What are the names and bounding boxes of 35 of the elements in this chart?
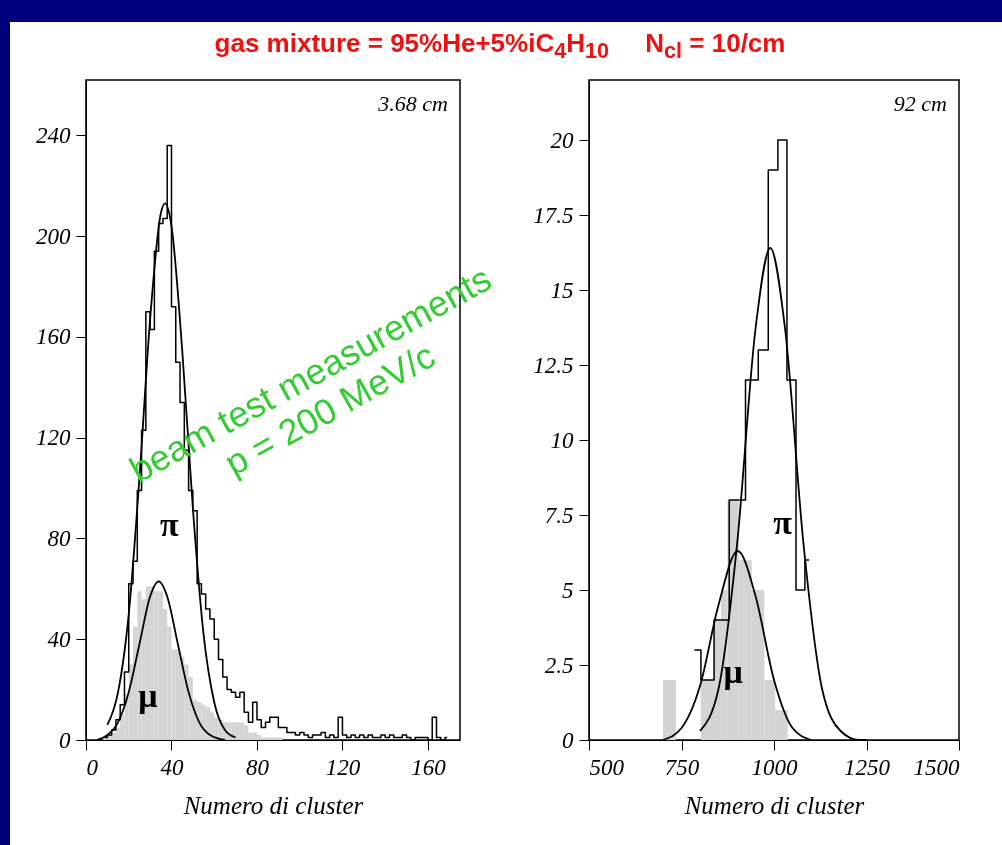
x-tick-label: 1500 <box>913 754 960 780</box>
text: 3.68 cm <box>377 91 448 116</box>
chart-title: gas mixture = 95%He+5%iC$_{4}$H$_{10}$ N$_{cl}$ = 10/cm <box>214 28 786 64</box>
y-tick-label: 0 <box>562 727 574 753</box>
x-tick-label: 750 <box>664 754 700 780</box>
y-tick-label: 40 <box>47 626 71 652</box>
x-tick-label: 80 <box>245 754 270 780</box>
series-label: μ <box>723 652 743 690</box>
y-tick-label: 15 <box>550 277 574 303</box>
y-tick-label: 0 <box>59 727 71 753</box>
x-tick-label: 0 <box>86 754 99 780</box>
y-tick-label: 7.5 <box>544 502 574 528</box>
y-tick-label: 200 <box>36 223 71 249</box>
series-label: μ <box>138 676 158 714</box>
y-tick-label: 120 <box>36 425 71 451</box>
x-tick-label: 40 <box>160 754 184 780</box>
y-tick-label: 240 <box>36 122 71 148</box>
y-tick-label: 5 <box>562 577 574 603</box>
series-label: π <box>773 504 793 541</box>
y-tick-label: 2.5 <box>544 652 574 678</box>
x-tick-label: 1000 <box>751 754 798 780</box>
y-tick-label: 160 <box>36 324 71 350</box>
y-tick-label: 80 <box>47 525 71 551</box>
series-label: π <box>160 505 180 543</box>
y-tick-label: 10 <box>550 427 574 453</box>
y-tick-label: 17.5 <box>533 202 574 228</box>
x-tick-label: 1250 <box>844 754 891 780</box>
x-tick-label: 500 <box>589 754 625 780</box>
x-axis-title: Numero di cluster <box>182 791 364 819</box>
text: 92 cm <box>893 91 947 116</box>
y-tick-label: 20 <box>550 127 574 153</box>
x-tick-label: 120 <box>325 754 361 780</box>
y-tick-label: 12.5 <box>533 352 574 378</box>
x-tick-label: 160 <box>411 754 447 780</box>
x-axis-title: Numero di cluster <box>683 791 865 819</box>
